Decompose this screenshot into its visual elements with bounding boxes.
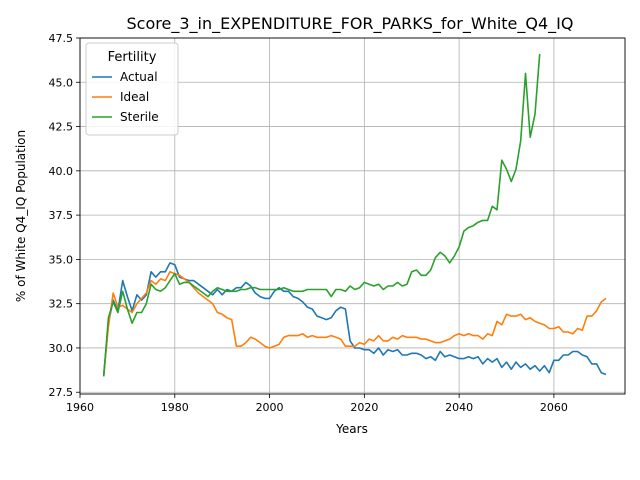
y-tick-label: 47.5	[49, 32, 74, 45]
y-tick-label: 30.0	[49, 342, 74, 355]
y-axis-ticks: 27.5 30.0 32.5 35.0 37.5 40.0 42.5 45.0 47.5	[49, 32, 80, 399]
y-tick-label: 40.0	[49, 165, 74, 178]
legend-items: Actual Ideal Sterile	[92, 70, 159, 124]
y-tick-label: 42.5	[49, 121, 74, 134]
series-line-ideal	[102, 270, 607, 375]
y-tick-label: 45.0	[49, 76, 74, 89]
legend-label-actual: Actual	[120, 70, 158, 84]
y-tick-label: 32.5	[49, 298, 74, 311]
x-tick-label: 2060	[540, 401, 568, 414]
x-axis-label: Years	[335, 422, 368, 436]
legend: Fertility Actual Ideal Sterile	[85, 42, 179, 136]
x-tick-label: 2040	[445, 401, 473, 414]
x-tick-label: 1960	[66, 401, 94, 414]
series-line-actual	[102, 262, 607, 377]
x-tick-label: 2020	[350, 401, 378, 414]
legend-box	[85, 42, 179, 136]
legend-label-sterile: Sterile	[120, 110, 159, 124]
legend-label-ideal: Ideal	[120, 90, 149, 104]
y-axis-label: % of White Q4_IQ Population	[14, 130, 28, 302]
chart-title: Score_3_in_EXPENDITURE_FOR_PARKS_for_Whi…	[127, 14, 574, 34]
x-tick-label: 2000	[256, 401, 284, 414]
x-tick-label: 1980	[161, 401, 189, 414]
series-line-sterile	[102, 53, 541, 377]
y-tick-label: 27.5	[49, 386, 74, 399]
y-tick-label: 37.5	[49, 209, 74, 222]
legend-title: Fertility	[108, 50, 157, 65]
plot-area-frame	[79, 37, 626, 395]
series-lines	[102, 53, 607, 377]
x-axis-ticks: 1960 1980 2000 2020 2040 2060	[66, 394, 568, 414]
y-tick-label: 35.0	[49, 253, 74, 266]
